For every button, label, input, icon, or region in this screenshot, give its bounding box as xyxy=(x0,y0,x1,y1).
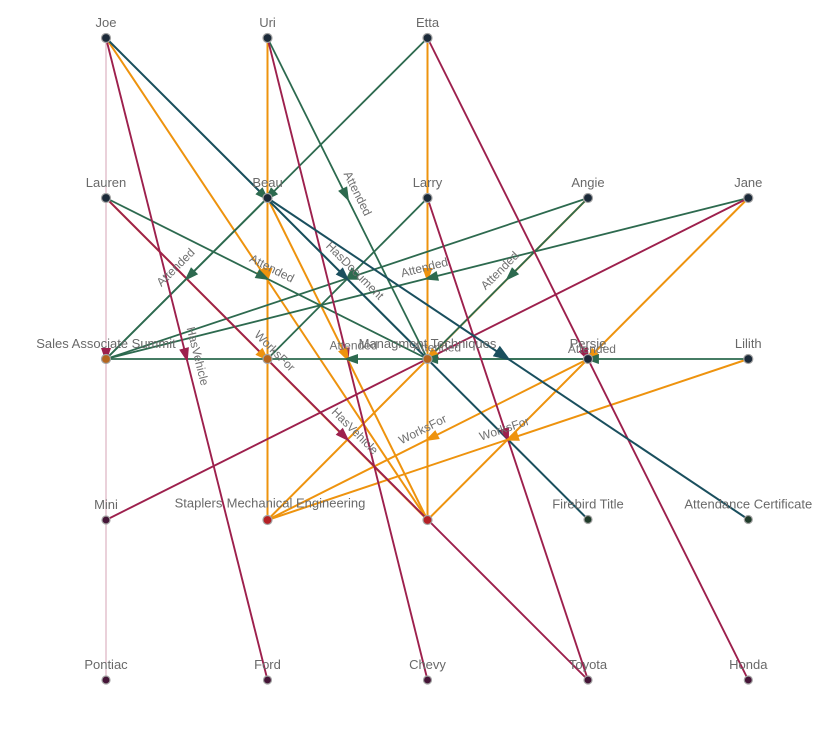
svg-text:Mini: Mini xyxy=(94,497,118,512)
svg-text:Attended: Attended xyxy=(413,341,461,355)
svg-text:Managment Techniques: Managment Techniques xyxy=(359,336,497,351)
svg-text:Lauren: Lauren xyxy=(86,175,126,190)
svg-text:Attended: Attended xyxy=(568,342,616,356)
svg-text:Jane: Jane xyxy=(734,175,762,190)
svg-text:Staplers: Staplers xyxy=(175,495,223,510)
svg-text:Etta: Etta xyxy=(416,15,440,30)
svg-text:Angie: Angie xyxy=(571,175,604,190)
svg-text:Lilith: Lilith xyxy=(735,336,762,351)
svg-text:Toyota: Toyota xyxy=(569,657,608,672)
svg-text:Sales Associate Summit: Sales Associate Summit xyxy=(36,336,176,351)
svg-text:Joe: Joe xyxy=(96,15,117,30)
svg-text:Attended: Attended xyxy=(329,339,377,353)
svg-text:Beau: Beau xyxy=(252,175,282,190)
svg-text:Persie: Persie xyxy=(570,336,607,351)
svg-text:Honda: Honda xyxy=(729,657,768,672)
svg-text:Attendance Certificate: Attendance Certificate xyxy=(684,496,812,511)
svg-text:Ford: Ford xyxy=(254,657,281,672)
svg-text:Uri: Uri xyxy=(259,15,276,30)
svg-text:Larry: Larry xyxy=(413,175,443,190)
svg-text:Mechanical Engineering: Mechanical Engineering xyxy=(227,495,366,510)
svg-text:Firebird Title: Firebird Title xyxy=(552,496,624,511)
svg-text:Pontiac: Pontiac xyxy=(84,657,128,672)
svg-text:Chevy: Chevy xyxy=(409,657,446,672)
